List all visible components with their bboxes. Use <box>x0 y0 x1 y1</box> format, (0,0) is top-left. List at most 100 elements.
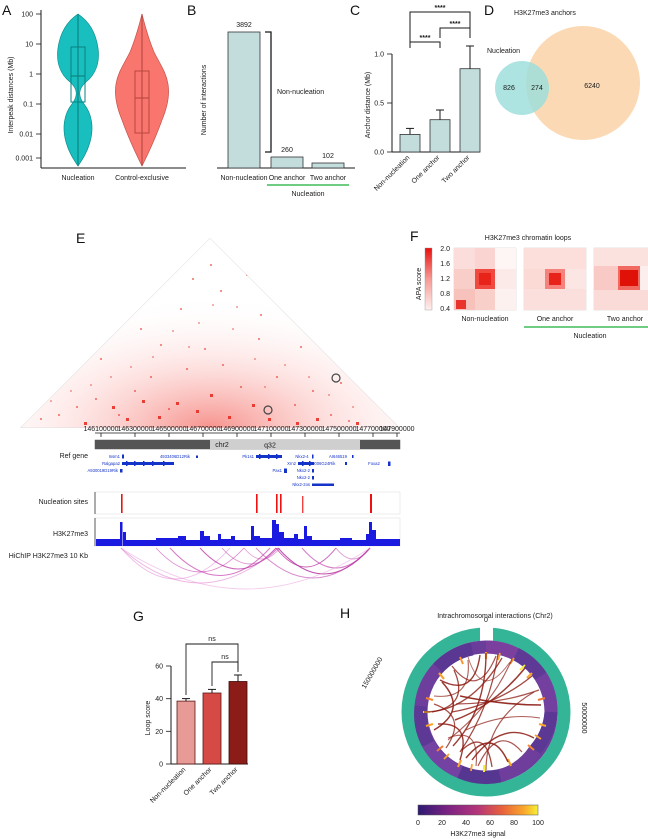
bar-g-one-anchor <box>202 692 222 765</box>
svg-text:Nkx2-2: Nkx2-2 <box>297 475 311 480</box>
sig-bracket-0 <box>409 11 471 42</box>
genome-coordinate-axis: 146100000 146300000 146500000 146700000 … <box>83 426 415 437</box>
panel-d: D H3K27me3 anchors Nucleation 826 274 62… <box>482 0 648 215</box>
panel-h-circos-plot: Intrachromosomal interactions (Chr2) <box>361 613 587 838</box>
svg-text:147900000: 147900000 <box>379 426 414 433</box>
svg-text:146700000: 146700000 <box>185 426 220 433</box>
panel-b-bar-chart: Number of interactions 3892 260 102 Non-… <box>201 22 355 198</box>
apa-colorbar-ticks: 2.0 1.6 1.2 0.8 0.4 <box>440 246 450 313</box>
ns-label-0: ns <box>208 636 216 643</box>
svg-text:0.0: 0.0 <box>374 150 384 157</box>
panel-g-ylabel: Loop score <box>145 701 152 736</box>
venn-count-left: 826 <box>503 85 515 92</box>
track-label-h3k27me3: H3K27me3 <box>53 531 88 538</box>
circos-interaction-chords <box>423 652 542 771</box>
svg-text:0.8: 0.8 <box>440 291 450 298</box>
chromosome-ideogram: chr2 q32 <box>94 439 401 450</box>
apa-colorbar <box>424 247 433 311</box>
panel-g-xlabel-0: Non-nucleation <box>149 766 187 804</box>
panel-h-title: Intrachromosomal interactions (Chr2) <box>437 613 553 620</box>
track-label-ref-gene: Ref gene <box>60 453 89 460</box>
ns-bracket-0 <box>185 643 239 695</box>
svg-text:80: 80 <box>510 820 518 827</box>
svg-text:A930019D19Rik: A930019D19Rik <box>88 468 119 473</box>
panel-g-xlabel-2: Two anchor <box>209 766 240 797</box>
h3k27me3-legend-label: H3K27me3 signal <box>450 831 506 838</box>
venn-count-right: 6240 <box>584 83 600 90</box>
panel-c-ylabel: Anchor distance (Mb) <box>365 72 372 139</box>
svg-text:A530006G24Rik: A530006G24Rik <box>305 461 337 466</box>
svg-text:100: 100 <box>532 820 544 827</box>
panel-b-ylabel: Number of interactions <box>201 64 208 135</box>
svg-text:Pax1: Pax1 <box>272 468 282 473</box>
panel-a-xlabel-control: Control-exclusive <box>115 175 169 182</box>
panel-c: C Anchor distance (Mb) 1.0 0.5 0.0 **** … <box>348 0 488 215</box>
panel-h: H Intrachromosomal interactions (Chr2) <box>320 600 648 839</box>
circos-tick-50m: 50000000 <box>580 702 587 733</box>
svg-text:40: 40 <box>462 820 470 827</box>
bar-c-one-anchor <box>429 119 451 153</box>
sig-label-0: **** <box>435 5 446 12</box>
track-label-nucleation-sites: Nucleation sites <box>39 499 89 506</box>
circos-signal-ring <box>414 640 558 784</box>
svg-text:0.001: 0.001 <box>15 156 33 163</box>
svg-text:60: 60 <box>486 820 494 827</box>
venn-circle-h3k27me3 <box>526 26 640 140</box>
svg-text:AI646519: AI646519 <box>329 454 348 459</box>
panel-g-yticks: 60 40 20 0 <box>155 664 171 769</box>
bar-value-non-nucleation: 3892 <box>236 22 252 29</box>
apa-label-1: One anchor <box>537 316 574 323</box>
ns-bracket-1 <box>211 661 239 686</box>
svg-text:0.1: 0.1 <box>23 102 33 109</box>
panel-g-label: G <box>133 608 144 624</box>
svg-text:20: 20 <box>438 820 446 827</box>
svg-text:Foxa2: Foxa2 <box>368 461 380 466</box>
svg-text:1: 1 <box>29 72 33 79</box>
svg-text:146300000: 146300000 <box>117 426 152 433</box>
apa-label-2: Two anchor <box>607 316 644 323</box>
panel-a-xlabel-nucleation: Nucleation <box>61 175 94 182</box>
track-label-hichip: HiChIP H3K27me3 10 Kb <box>9 553 88 560</box>
svg-text:1.2: 1.2 <box>440 276 450 283</box>
svg-text:Xrn2: Xrn2 <box>287 461 297 466</box>
panel-f-title: H3K27me3 chromatin loops <box>485 235 572 242</box>
hic-contact-map <box>20 238 400 428</box>
panel-b-xlabel-0: Non-nucleation <box>220 175 267 182</box>
svg-text:Insm1: Insm1 <box>109 454 121 459</box>
ns-label-1: ns <box>221 654 229 661</box>
svg-text:1.0: 1.0 <box>374 52 384 59</box>
panel-c-xlabel-0: Non-nucleation <box>373 154 411 192</box>
svg-text:40: 40 <box>155 696 163 703</box>
panel-c-bar-chart: Anchor distance (Mb) 1.0 0.5 0.0 **** **… <box>365 5 481 193</box>
panel-d-label: D <box>484 2 495 18</box>
h3k27me3-colorbar <box>417 804 539 816</box>
panel-h-label: H <box>340 605 351 621</box>
loop-call-marker-2 <box>263 405 273 415</box>
panel-f: F H3K27me3 chromatin loops APA score 2.0… <box>408 228 648 343</box>
sig-bracket-1 <box>439 27 471 38</box>
panel-g: G Loop score 60 40 20 0 ns ns Non-nuclea… <box>105 600 270 839</box>
svg-text:0.01: 0.01 <box>19 132 33 139</box>
bar-two-anchor <box>311 162 345 169</box>
svg-text:100: 100 <box>21 12 33 19</box>
bracket-label: Non-nucleation <box>277 89 324 96</box>
venn-circle-nucleation <box>495 61 549 115</box>
svg-text:1.6: 1.6 <box>440 261 450 268</box>
panel-e: E <box>0 218 415 593</box>
apa-heatmap-two-anchor: Two anchor <box>593 247 648 323</box>
svg-text:146100000: 146100000 <box>83 426 118 433</box>
panel-c-yticks: 1.0 0.5 0.0 <box>374 52 392 157</box>
panel-c-label: C <box>350 2 361 18</box>
svg-text:10: 10 <box>25 42 33 49</box>
bar-g-two-anchor <box>228 681 248 765</box>
bracket-non-nucleation <box>265 31 272 153</box>
svg-text:0: 0 <box>416 820 420 827</box>
panel-a-label: A <box>2 2 12 18</box>
svg-text:Pk1s1: Pk1s1 <box>242 454 254 459</box>
panel-g-bar-chart: Loop score 60 40 20 0 ns ns Non-nucleati… <box>145 636 248 805</box>
h3k27me3-signal-track <box>94 517 401 547</box>
panel-b-label: B <box>187 2 197 18</box>
sig-label-1: **** <box>450 21 461 28</box>
panel-e-genome-browser: 146100000 146300000 146500000 146700000 … <box>9 238 415 590</box>
bar-value-two-anchor: 102 <box>322 153 334 160</box>
